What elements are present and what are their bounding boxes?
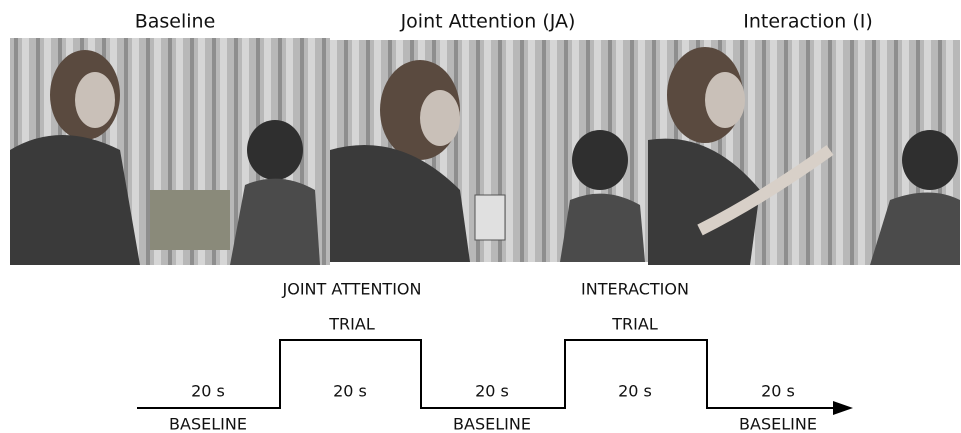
panel-title: Interaction (I) — [743, 11, 873, 33]
timeline-line — [137, 339, 835, 409]
duration: 20 s — [761, 382, 795, 401]
duration: 20 s — [191, 382, 225, 401]
baseline-label: BASELINE — [739, 415, 817, 433]
photo-interaction — [648, 40, 960, 265]
trial-label: TRIAL — [328, 315, 375, 334]
panel-title: Baseline — [135, 11, 216, 33]
photo-joint-attention — [330, 40, 648, 262]
duration: 20 s — [475, 382, 509, 401]
trial-label: JOINT ATTENTION — [282, 280, 422, 299]
trial-label: INTERACTION — [581, 280, 689, 299]
photo-baseline — [10, 38, 330, 265]
baseline-label: BASELINE — [453, 415, 531, 433]
panel-title: Joint Attention (JA) — [400, 11, 576, 33]
timeline-arrow — [833, 401, 853, 415]
trial-label: TRIAL — [611, 315, 658, 334]
duration: 20 s — [618, 382, 652, 401]
baseline-label: BASELINE — [169, 415, 247, 433]
duration: 20 s — [333, 382, 367, 401]
